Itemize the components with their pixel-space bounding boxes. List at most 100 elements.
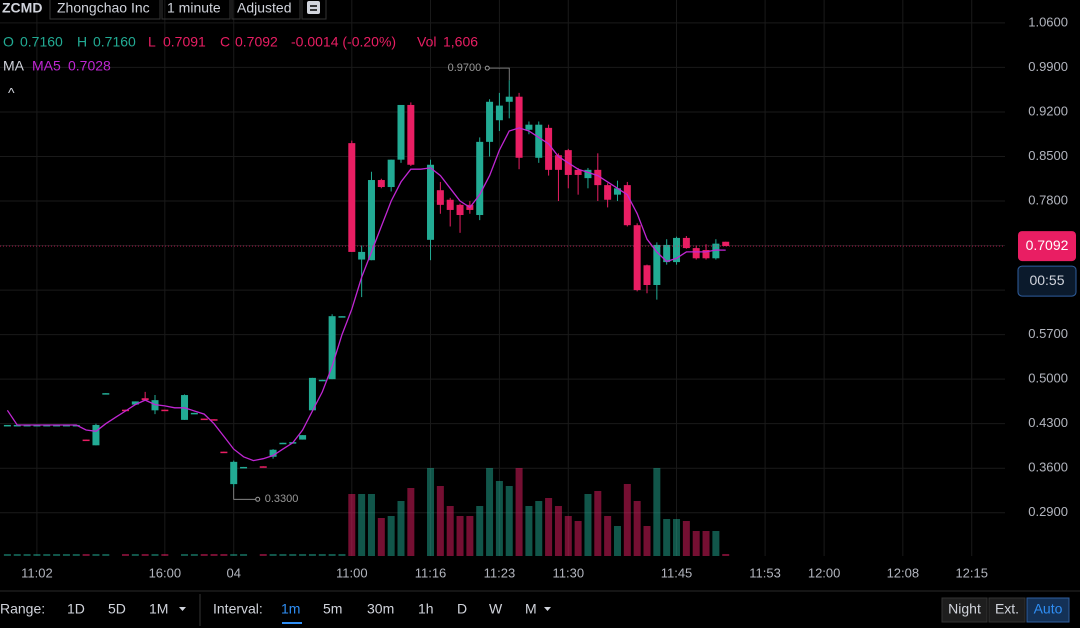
candle-body (348, 143, 356, 252)
candle-body (141, 398, 149, 401)
volume-bar (515, 468, 523, 556)
last-price-box (1018, 231, 1076, 262)
toggle-button[interactable]: Auto (1034, 601, 1063, 617)
range-button[interactable]: 5D (108, 601, 126, 617)
candle-body (358, 251, 366, 260)
interval-button[interactable]: 1h (418, 601, 434, 617)
countdown-label: 00:55 (1029, 272, 1064, 288)
range-button[interactable]: 1M (149, 601, 168, 617)
legend-value: 0.7160 (20, 34, 63, 50)
volume-bar (13, 554, 21, 556)
candle-body (643, 265, 651, 285)
y-tick-label: 0.7800 (1028, 192, 1068, 207)
candle-body (279, 442, 287, 445)
interval-button[interactable]: 5m (323, 601, 342, 617)
header-box (301, 0, 327, 20)
y-tick-label: 0.4300 (1028, 415, 1068, 430)
candle-body (230, 461, 238, 485)
volume-bar (23, 554, 31, 556)
x-tick-label: 11:45 (661, 565, 693, 580)
volume-bar (594, 491, 602, 556)
volume-bar (564, 516, 572, 556)
volume-bar (190, 554, 198, 556)
legend-key: Vol (417, 34, 436, 50)
candle-body (545, 127, 553, 170)
collapse-toggle[interactable]: ^ (8, 85, 15, 101)
interval-button[interactable]: D (457, 601, 467, 617)
volume-bar (308, 554, 316, 556)
candle-body (367, 180, 375, 261)
candle-body (397, 104, 405, 160)
header-box (161, 0, 231, 20)
volume-bar (466, 516, 474, 556)
volume-bar (653, 468, 661, 556)
adjustment[interactable]: Adjusted (237, 0, 291, 16)
interval-button[interactable]: 1m (281, 601, 300, 617)
candle-body (427, 164, 435, 240)
volume-bar (525, 506, 533, 556)
min-connector (233, 487, 258, 500)
symbol[interactable]: ZCMD (2, 0, 42, 16)
candle-body (722, 241, 730, 247)
y-tick-label: 0.8500 (1028, 148, 1068, 163)
y-tick-label: 0.9900 (1028, 59, 1068, 74)
y-tick-label: 0.5700 (1028, 326, 1068, 341)
x-tick-label: 11:30 (552, 565, 584, 580)
legend-key: C (220, 34, 230, 50)
legend-key: L (148, 34, 156, 50)
volume-bar (33, 554, 41, 556)
legend-value: 0.7091 (163, 34, 206, 50)
interval-button[interactable]: M (525, 601, 537, 617)
candle-body (259, 466, 267, 468)
candle-body (161, 409, 169, 412)
volume-bar (3, 554, 11, 556)
interval[interactable]: 1 minute (167, 0, 221, 16)
toggle-box (941, 597, 988, 623)
volume-bar (210, 554, 218, 556)
candle-body (387, 159, 395, 188)
last-price-label: 0.7092 (1026, 237, 1069, 253)
dropdown-arrow (179, 607, 186, 611)
toggle-button[interactable]: Ext. (995, 601, 1019, 617)
x-tick-label: 04 (226, 565, 240, 580)
candle-body (33, 424, 41, 427)
legend-key: O (3, 34, 14, 50)
candle-body (535, 124, 543, 158)
volume-bar (574, 521, 582, 556)
candle-body (673, 237, 681, 263)
volume-bar (692, 531, 700, 556)
volume-bar (613, 526, 621, 556)
ma-value: 0.7028 (68, 58, 111, 74)
range-label: Range: (0, 601, 45, 617)
interval-button[interactable]: W (489, 601, 503, 617)
candle-body (486, 101, 494, 142)
volume-bar (328, 554, 336, 556)
candle-body (633, 225, 641, 291)
volume-bar (436, 486, 444, 556)
header-box (49, 0, 161, 20)
volume-bar (535, 501, 543, 556)
interval-button[interactable]: 30m (367, 601, 394, 617)
volume-layer (3, 468, 730, 556)
y-tick-label: 0.3600 (1028, 460, 1068, 475)
volume-bar (486, 468, 494, 556)
candle-body (308, 377, 316, 411)
menu-icon[interactable] (307, 1, 320, 14)
min-label: 0.3300 (265, 493, 299, 505)
company-name[interactable]: Zhongchao Inc (57, 0, 150, 16)
candle-layer (0, 65, 1005, 502)
volume-bar (181, 554, 189, 556)
volume-bar (131, 554, 139, 556)
volume-bar (82, 554, 90, 556)
candle-body (82, 439, 90, 442)
range-button[interactable]: 1D (67, 601, 85, 617)
volume-bar (495, 481, 503, 556)
toggle-button[interactable]: Night (948, 601, 981, 617)
toggle-box (988, 597, 1026, 623)
volume-bar (43, 554, 51, 556)
volume-bar (407, 488, 415, 556)
candle-body (554, 155, 562, 170)
volume-bar (722, 553, 730, 556)
legend-value: 0.7092 (235, 34, 278, 50)
volume-bar (348, 494, 356, 556)
